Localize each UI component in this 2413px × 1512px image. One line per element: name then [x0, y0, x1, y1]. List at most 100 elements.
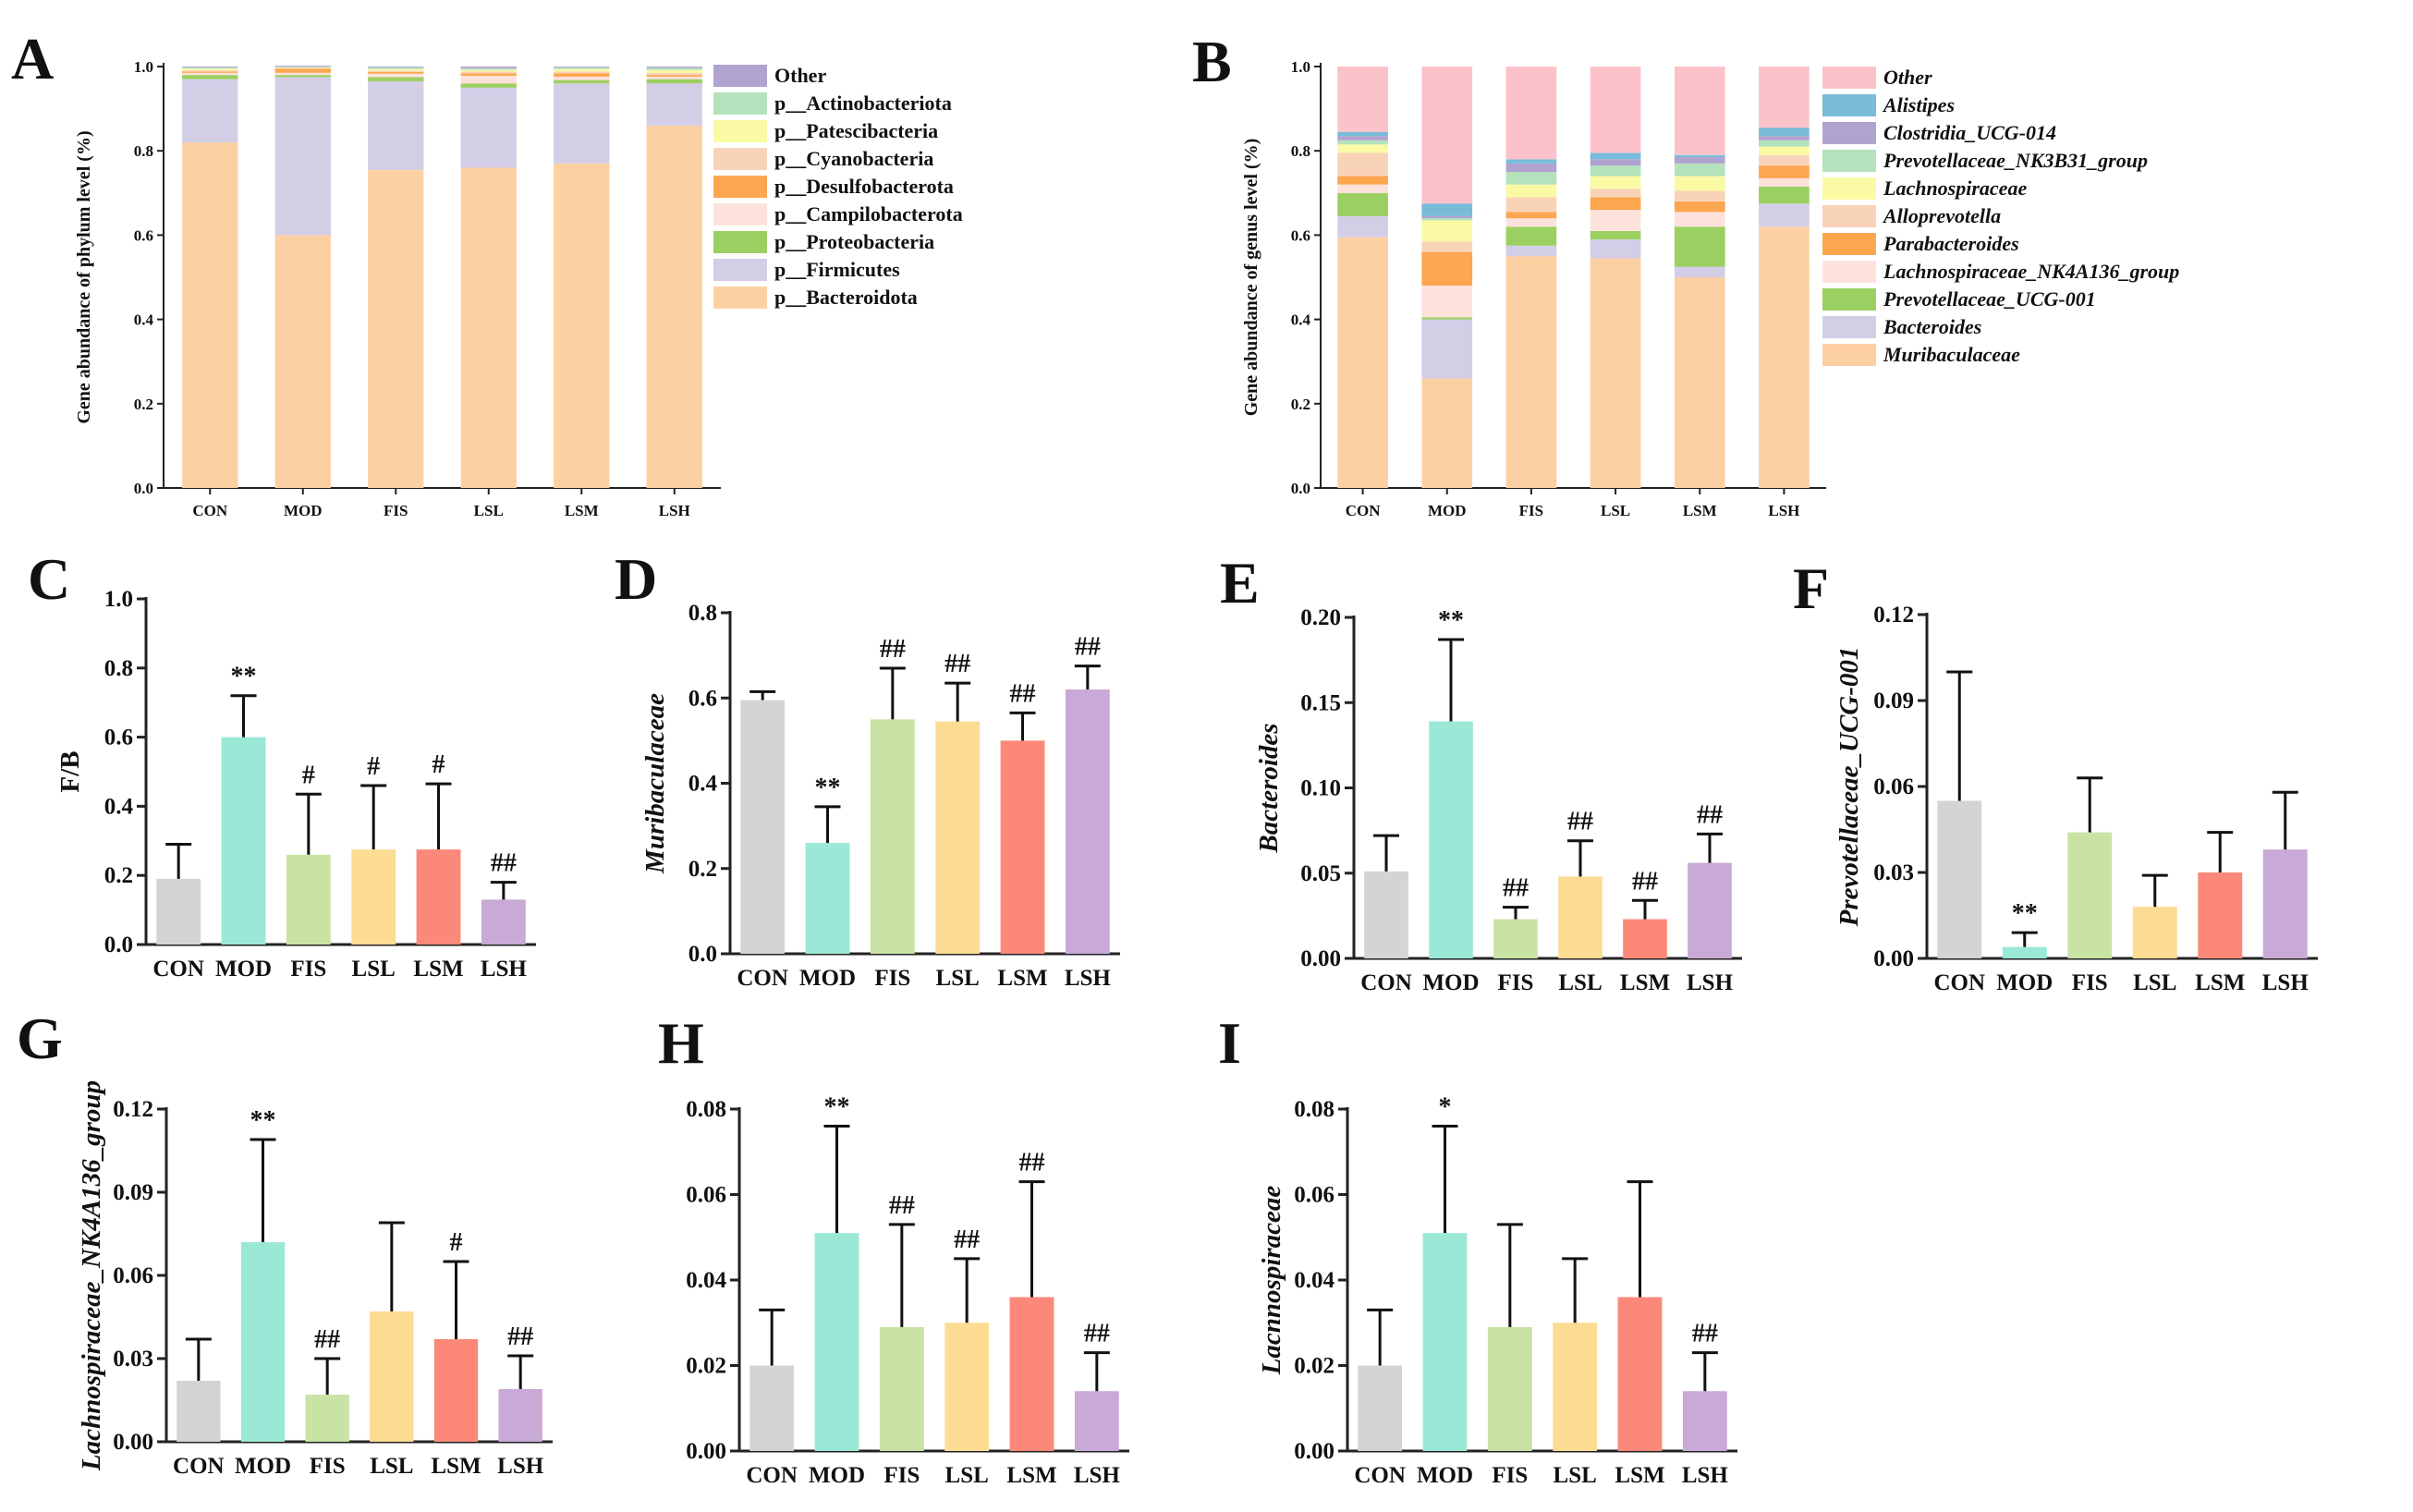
bar-segment-fis-10 — [1505, 67, 1557, 160]
significance-fis: ## — [1503, 874, 1529, 903]
bar-segment-con-2 — [1337, 192, 1388, 216]
legend-swatch — [1822, 233, 1876, 255]
bar-con — [749, 1365, 795, 1451]
legend-label: p__Proteobacteria — [774, 230, 934, 253]
y-tick-label: 0.06 — [1873, 774, 1914, 799]
bar-segment-mod-2 — [1421, 317, 1473, 320]
x-tick-label-lsm: LSM — [1683, 502, 1717, 519]
x-tick-label-lsm: LSM — [2195, 970, 2245, 995]
bar-segment-lsm-5 — [1674, 190, 1725, 201]
x-tick-label-con: CON — [173, 1454, 225, 1479]
bar-segment-lsm-8 — [1674, 157, 1725, 164]
bar-segment-con-5 — [1337, 152, 1388, 177]
y-tick-label: 0.2 — [134, 396, 153, 413]
legend-swatch — [1822, 177, 1876, 200]
panel-c: C 0.0 0.2 0.4 0.6 0.8 1.0 F/B CON ** MOD # FIS # LSL # L… — [28, 546, 536, 982]
bar-con — [156, 878, 201, 945]
bar-segment-con-0 — [1337, 237, 1388, 488]
significance-mod: ** — [1438, 606, 1464, 635]
bar-segment-lsl-0 — [1590, 258, 1641, 488]
bar-segment-mod-7 — [1421, 218, 1473, 221]
significance-mod: ** — [815, 774, 841, 802]
y-tick-label: 0.2 — [1291, 396, 1310, 413]
y-tick-label: 0.00 — [1873, 946, 1914, 971]
bar-segment-lsh-6 — [646, 69, 702, 73]
bar-fis — [286, 854, 331, 945]
bar-segment-lsl-10 — [1590, 67, 1641, 153]
legend-a: Other p__Actinobacteriota p__Patescibacter… — [713, 64, 963, 309]
significance-mod: ** — [2012, 899, 2038, 928]
legend-label: Muribaculaceae — [1883, 343, 2020, 366]
bar-segment-lsl-3 — [460, 76, 517, 84]
y-tick-label: 0.08 — [1294, 1097, 1334, 1122]
legend-label: Alistipes — [1882, 93, 1955, 116]
bar-segment-fis-0 — [1505, 256, 1557, 488]
legend-label: p__Patescibacteria — [774, 119, 938, 142]
x-tick-label-con: CON — [1360, 970, 1412, 995]
bar-segment-lsm-6 — [554, 68, 610, 72]
legend-swatch — [1822, 67, 1876, 89]
bar-con — [1364, 871, 1408, 958]
x-tick-label-lsh: LSH — [1687, 970, 1734, 995]
bar-segment-fis-7 — [368, 67, 424, 69]
legend-swatch — [1822, 205, 1876, 227]
bar-segment-lsh-0 — [646, 125, 702, 488]
y-tick-label: 1.0 — [1291, 58, 1310, 76]
y-axis-label: Prevotellaceae_UCG-001 — [1834, 647, 1864, 928]
bar-segment-lsh-6 — [1759, 146, 1810, 155]
bar-segment-fis-1 — [1505, 245, 1557, 257]
y-tick-label: 0.0 — [104, 933, 133, 957]
bar-fis — [2067, 832, 2113, 958]
bar-segment-mod-9 — [1421, 203, 1473, 216]
bar-lsh — [1688, 862, 1732, 958]
legend-swatch — [1822, 94, 1876, 116]
legend-swatch — [713, 287, 767, 309]
significance-mod: ** — [824, 1093, 850, 1122]
legend-swatch — [713, 203, 767, 226]
x-tick-label-lsl: LSL — [1554, 1463, 1597, 1488]
y-tick-label: 0.00 — [1294, 1439, 1334, 1464]
y-tick-label: 0.6 — [104, 726, 133, 750]
x-tick-label-lsl: LSL — [1558, 970, 1602, 995]
x-tick-label-mod: MOD — [1428, 502, 1467, 519]
y-tick-label: 0.00 — [1300, 946, 1341, 971]
y-tick-label: 0.2 — [689, 857, 717, 882]
x-tick-label-con: CON — [1933, 970, 1985, 995]
x-tick-label-lsl: LSL — [474, 502, 504, 519]
bar-segment-con-8 — [1337, 136, 1388, 140]
bar-segment-mod-4 — [1421, 251, 1473, 287]
bar-lsm — [1623, 919, 1667, 958]
bar-segment-fis-6 — [368, 68, 424, 71]
y-tick-label: 0.2 — [104, 863, 133, 888]
significance-lsh: ## — [1084, 1320, 1110, 1348]
y-axis-label: Muribaculaceae — [640, 693, 670, 874]
legend-label: Other — [774, 64, 826, 87]
panel-i-letter: I — [1218, 1010, 1241, 1076]
bar-lsm — [2198, 872, 2243, 958]
legend-swatch — [1822, 122, 1876, 144]
panel-c-letter: C — [28, 546, 70, 612]
y-tick-label: 0.03 — [113, 1347, 153, 1372]
legend-swatch — [713, 231, 767, 253]
y-tick-label: 0.6 — [689, 686, 717, 711]
significance-mod: ** — [231, 663, 257, 691]
significance-lsh: ## — [1697, 800, 1723, 829]
x-tick-label-lsl: LSL — [945, 1463, 989, 1488]
y-tick-label: 0.8 — [1291, 142, 1310, 160]
bar-segment-mod-3 — [1421, 286, 1473, 318]
y-tick-label: 0.04 — [1294, 1268, 1334, 1293]
x-tick-label-lsl: LSL — [936, 966, 980, 991]
significance-lsm: ## — [1019, 1149, 1045, 1177]
legend-label: Parabacteroides — [1883, 232, 2019, 255]
x-tick-label-lsm: LSM — [413, 957, 463, 982]
bar-mod — [1429, 721, 1473, 958]
bar-segment-con-1 — [182, 79, 238, 143]
y-tick-label: 0.12 — [1873, 603, 1914, 628]
bar-segment-lsh-7 — [1759, 140, 1810, 147]
y-tick-label: 0.0 — [1291, 480, 1310, 497]
bar-segment-con-7 — [182, 67, 238, 69]
bar-fis — [879, 1326, 924, 1451]
legend-swatch — [1822, 261, 1876, 283]
bar-segment-lsh-2 — [646, 79, 702, 84]
